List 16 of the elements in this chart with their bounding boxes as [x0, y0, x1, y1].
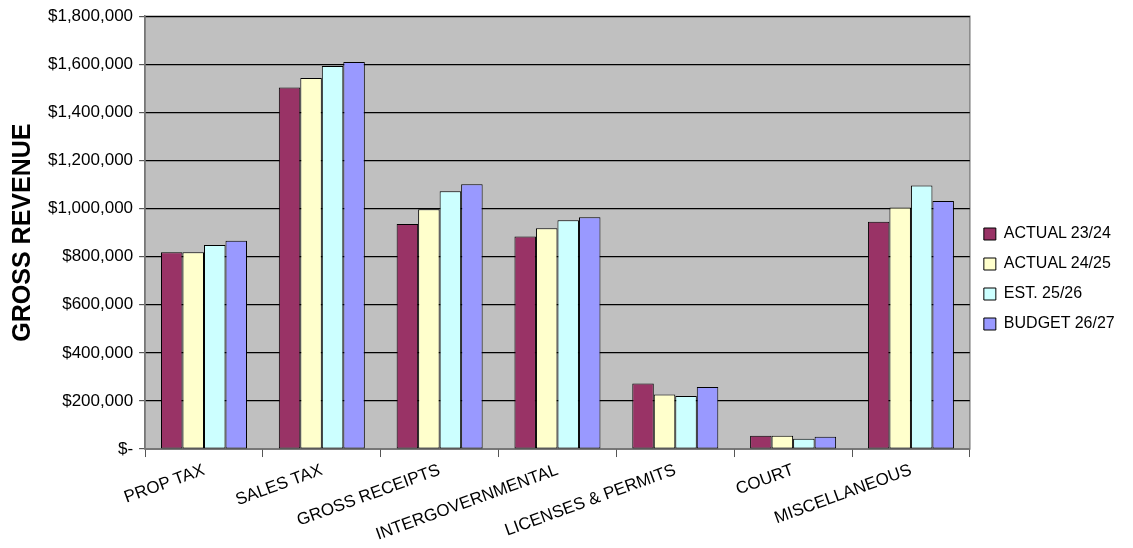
- legend-label: EST. 25/26: [1003, 284, 1083, 302]
- y-tick-label: $1,200,000: [47, 150, 134, 170]
- x-tick-label: PROP TAX: [121, 459, 207, 507]
- legend-label: ACTUAL 24/25: [1003, 254, 1111, 272]
- y-axis-title: GROSS REVENUE: [6, 123, 35, 342]
- legend-label: ACTUAL 23/24: [1003, 224, 1111, 242]
- y-tick-label: $200,000: [62, 390, 134, 410]
- y-tick-label: $600,000: [62, 294, 134, 314]
- y-tick-label: $1,000,000: [47, 198, 134, 218]
- legend-label: BUDGET 26/27: [1003, 314, 1115, 332]
- y-tick-label: $-: [117, 438, 134, 458]
- y-tick-label: $800,000: [62, 246, 134, 266]
- y-tick-label: $1,400,000: [47, 102, 134, 122]
- y-tick-label: $1,800,000: [47, 5, 134, 25]
- y-tick-label: $400,000: [62, 342, 134, 362]
- y-tick-label: $1,600,000: [47, 53, 134, 73]
